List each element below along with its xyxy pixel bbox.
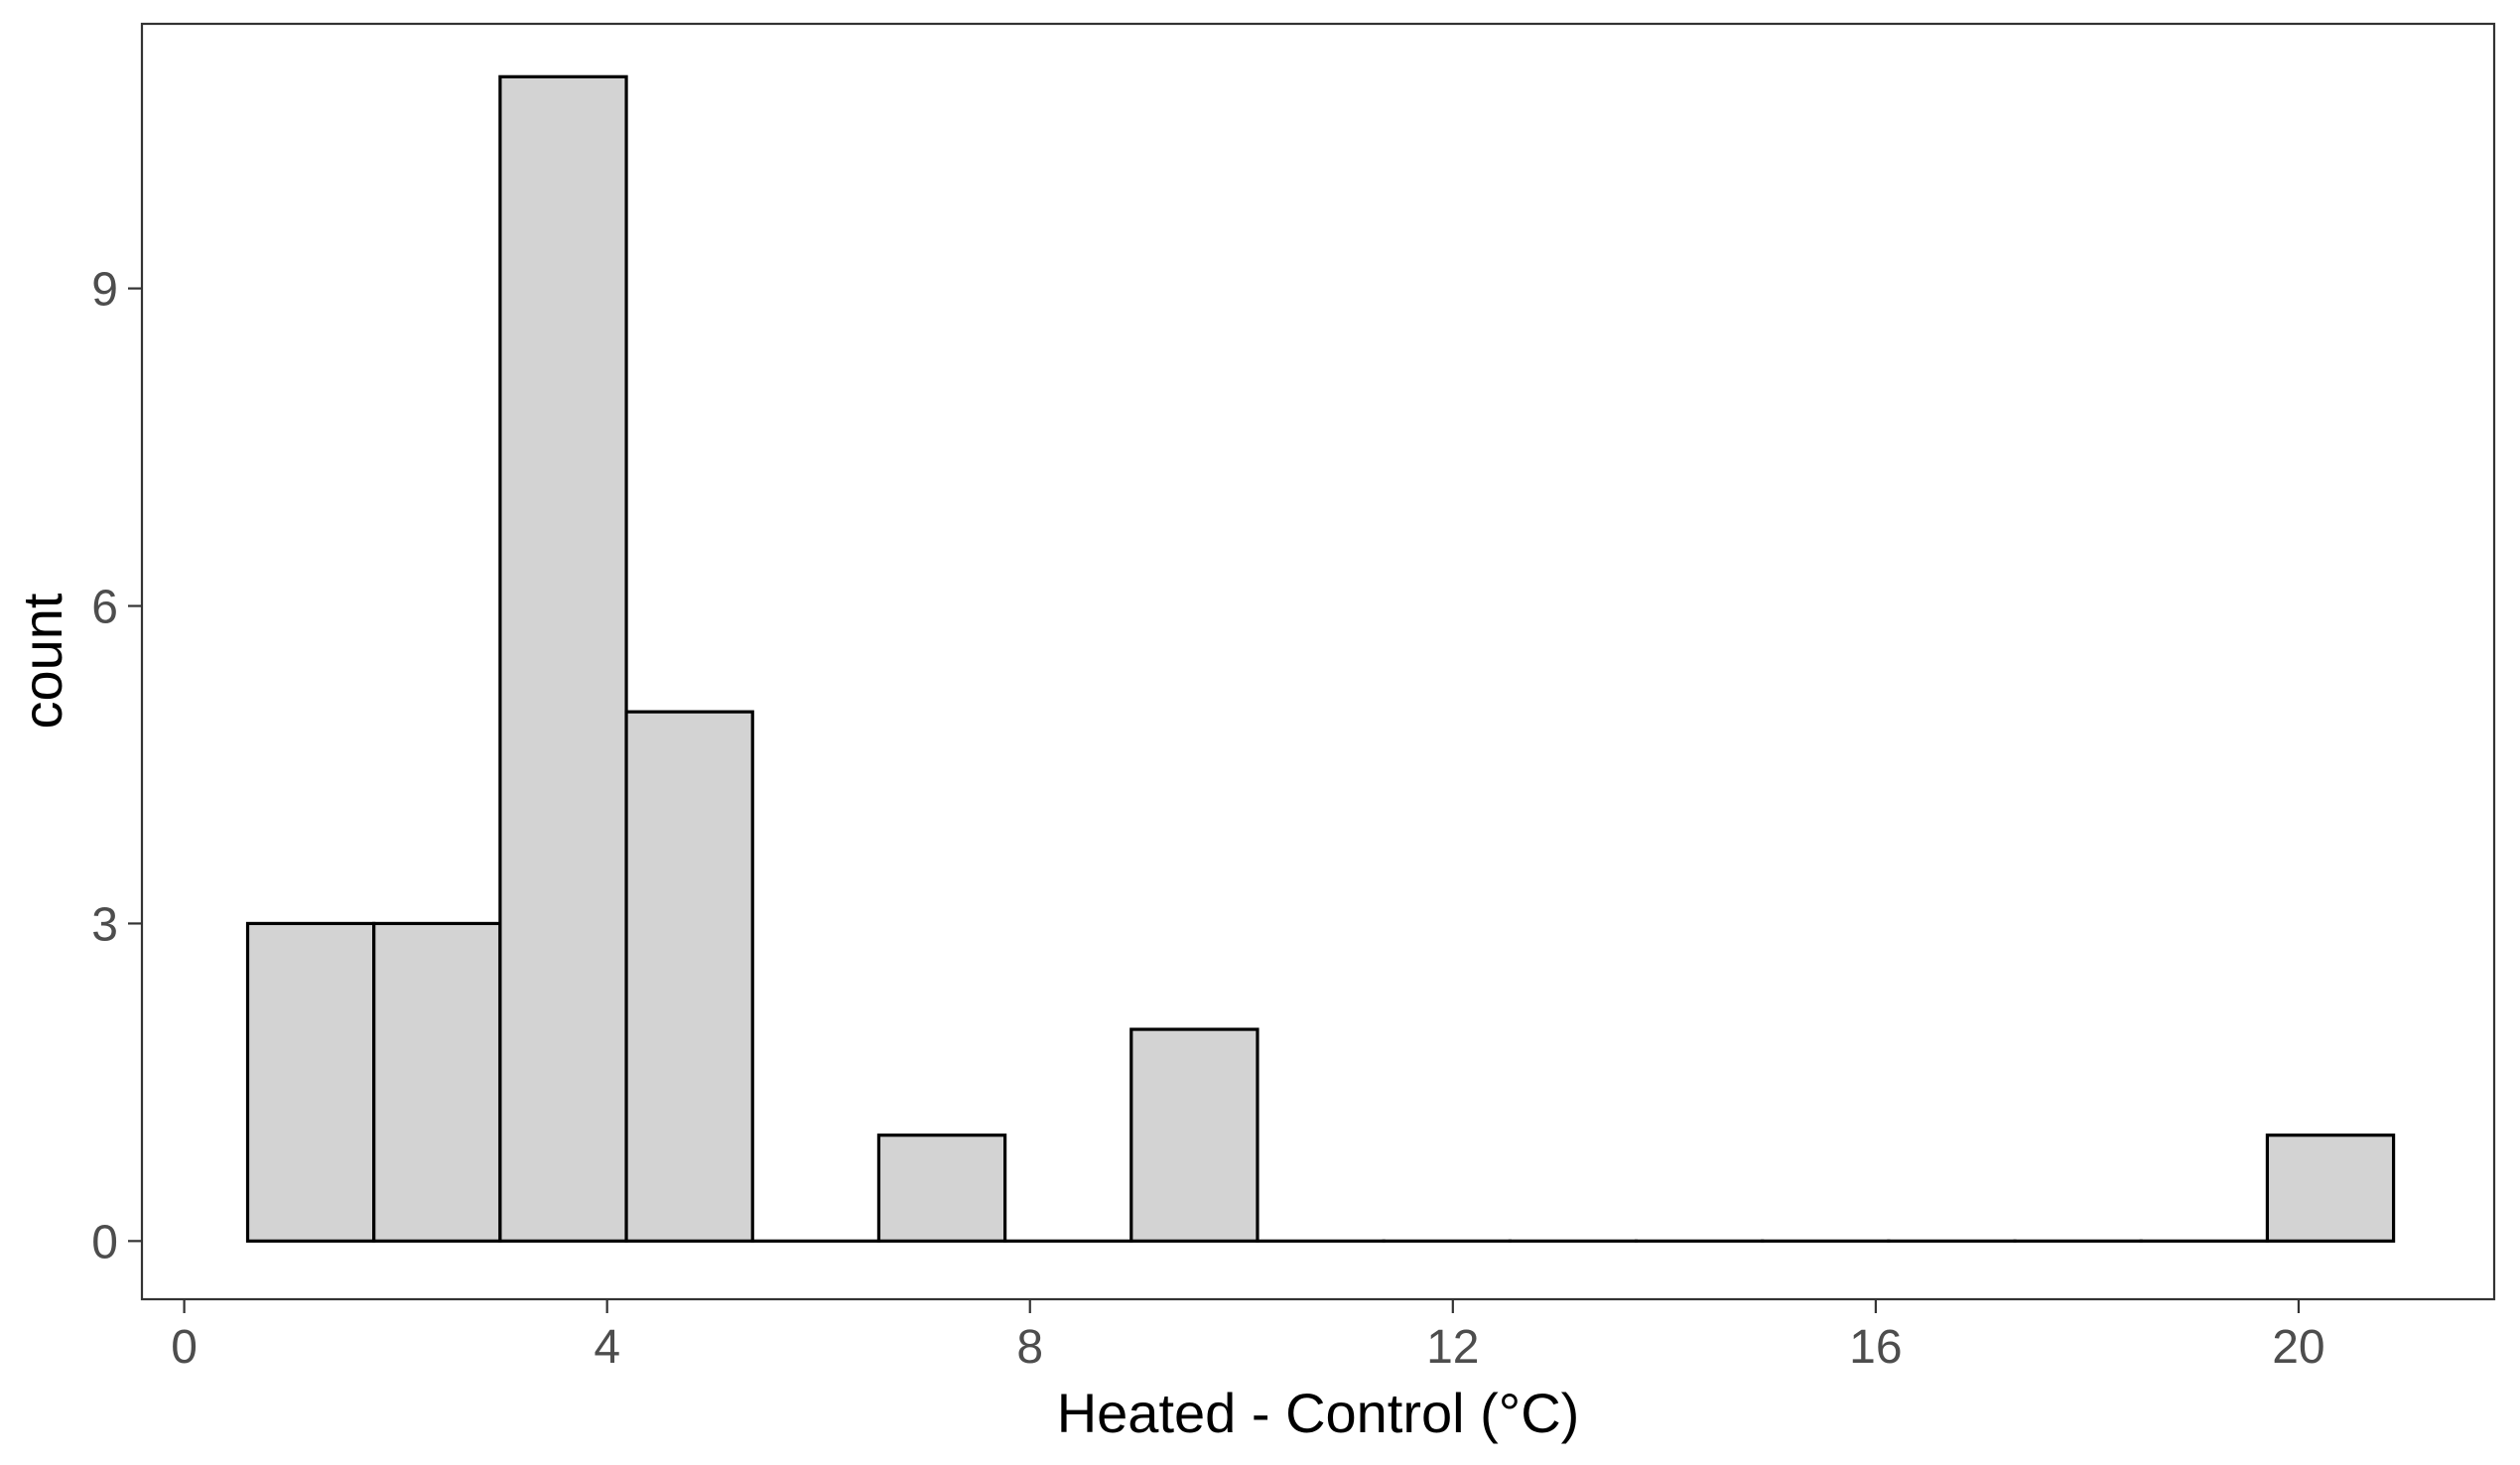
bars-layer [245,74,2396,1243]
histogram-bar-5 [876,1133,1007,1243]
y-tick-label-1: 3 [91,898,118,951]
histogram-bar-0 [245,921,376,1243]
y-tick-label-3: 9 [91,264,118,317]
y-tick-label-0: 0 [91,1216,118,1268]
histogram-bar-3 [624,710,754,1243]
x-tick-label-1: 4 [594,1321,620,1374]
x-tick-label-0: 0 [171,1321,198,1374]
x-tick-label-5: 20 [2272,1321,2324,1374]
x-tick-label-3: 12 [1426,1321,1479,1374]
x-axis-title: Heated - Control (°C) [1057,1382,1580,1444]
histogram-bar-2 [498,74,628,1243]
x-tick-label-2: 8 [1016,1321,1043,1374]
histogram-bar-7 [1129,1027,1260,1243]
panel-border [140,22,2496,1301]
y-axis-ticks: 0 3 6 9 [91,264,142,1268]
y-axis-title: count [11,593,73,729]
y-tick-label-2: 6 [91,582,118,634]
x-tick-label-4: 16 [1849,1321,1902,1374]
histogram-bar-16 [2265,1133,2396,1243]
x-axis-ticks: 0 4 8 12 16 20 [171,1299,2325,1374]
histogram-bar-1 [372,921,502,1243]
